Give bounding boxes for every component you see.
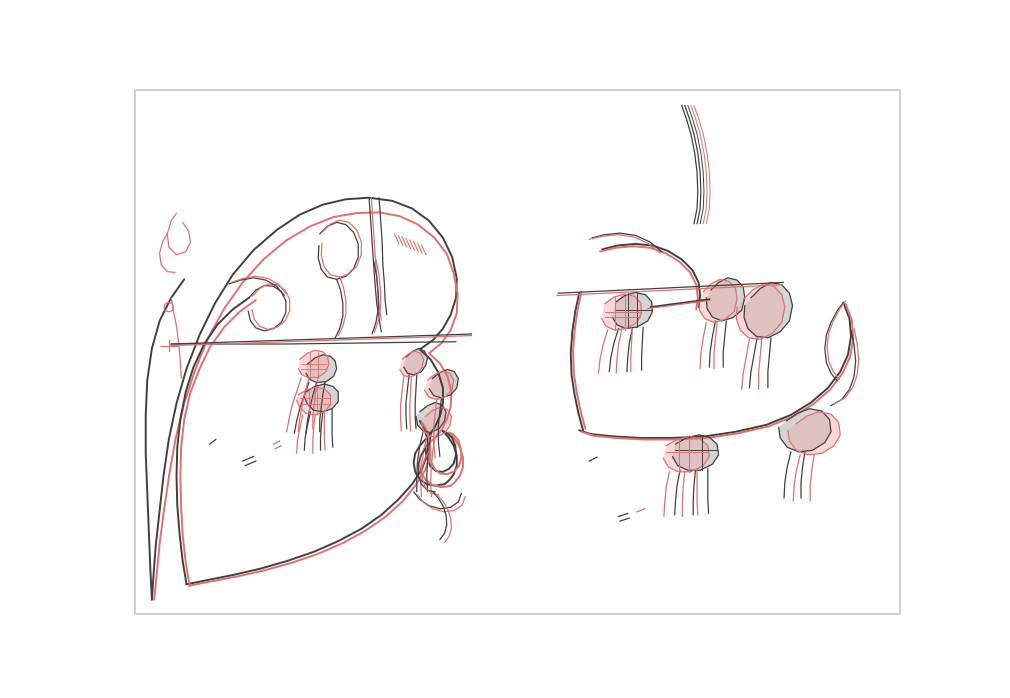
Polygon shape (421, 407, 451, 437)
Polygon shape (736, 284, 785, 339)
Polygon shape (788, 412, 840, 455)
Polygon shape (699, 279, 737, 322)
Polygon shape (612, 292, 652, 329)
Polygon shape (404, 348, 427, 375)
Polygon shape (602, 294, 641, 330)
Polygon shape (400, 351, 423, 377)
Polygon shape (298, 350, 329, 378)
Polygon shape (779, 409, 831, 452)
Polygon shape (744, 283, 793, 338)
Polygon shape (416, 403, 446, 433)
Polygon shape (664, 436, 709, 472)
Polygon shape (306, 355, 336, 383)
Polygon shape (297, 387, 330, 415)
Polygon shape (429, 369, 459, 398)
Polygon shape (706, 278, 744, 321)
Polygon shape (424, 371, 453, 399)
Polygon shape (304, 384, 338, 412)
Polygon shape (673, 435, 718, 470)
